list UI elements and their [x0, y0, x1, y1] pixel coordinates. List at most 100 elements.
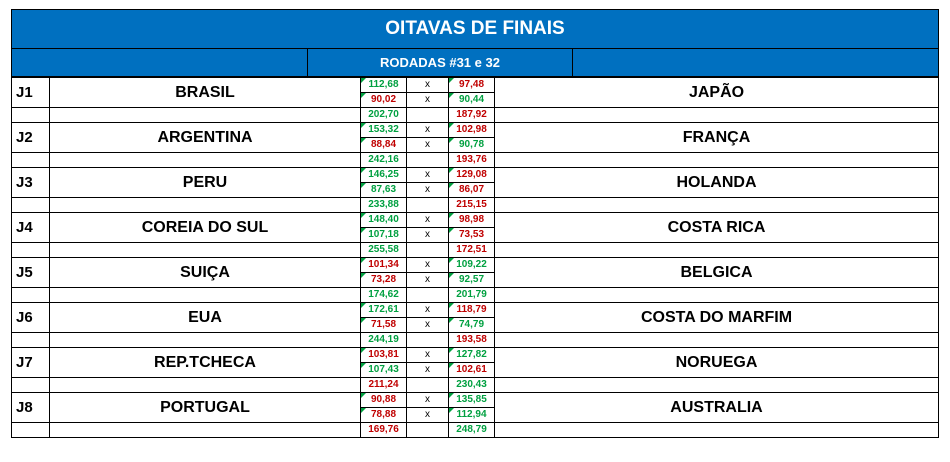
- home-team: PORTUGAL: [49, 392, 361, 423]
- page-title: OITAVAS DE FINAIS: [11, 9, 939, 49]
- match-total-row: 169,76 248,79: [11, 422, 939, 438]
- home-total: 211,24: [360, 377, 407, 393]
- match-row-round2: 88,84 x 90,78: [12, 137, 939, 153]
- away-total: 215,15: [448, 197, 495, 213]
- match-row: J1 BRASIL 112,68 x 97,48 JAPÃO: [11, 77, 939, 108]
- home-score-round2: 107,18: [360, 227, 407, 243]
- away-score-round2: 90,44: [448, 92, 495, 108]
- home-score-round1: 101,34: [360, 257, 407, 273]
- home-total: 244,19: [360, 332, 407, 348]
- versus-mark: x: [406, 227, 449, 243]
- match-row: J3 PERU 146,25 x 129,08 HOLANDA: [11, 167, 939, 198]
- versus-mark: x: [406, 182, 449, 198]
- away-score-round1: 118,79: [448, 302, 495, 318]
- match-row-round2: 71,58 x 74,79: [12, 317, 939, 333]
- away-total: 248,79: [448, 422, 495, 438]
- versus-mark: x: [406, 77, 449, 93]
- home-score-round2: 107,43: [360, 362, 407, 378]
- away-team: COSTA RICA: [494, 212, 939, 243]
- blank-cell: [406, 152, 449, 168]
- match-id: J6: [11, 302, 50, 333]
- home-team: BRASIL: [49, 77, 361, 108]
- match-id: J4: [11, 212, 50, 243]
- blank-cell: [406, 242, 449, 258]
- blank-cell: [11, 377, 50, 393]
- blank-cell: [494, 332, 939, 348]
- versus-mark: x: [406, 407, 449, 423]
- match-row: J4 COREIA DO SUL 148,40 x 98,98 COSTA RICA: [11, 212, 939, 243]
- match-row: J8 PORTUGAL 90,88 x 135,85 AUSTRALIA: [11, 392, 939, 423]
- home-total: 169,76: [360, 422, 407, 438]
- versus-mark: x: [406, 257, 449, 273]
- match-id: J3: [11, 167, 50, 198]
- home-team: REP.TCHECA: [49, 347, 361, 378]
- blank-cell: [49, 287, 361, 303]
- versus-mark: x: [406, 122, 449, 138]
- blank-cell: [11, 197, 50, 213]
- match-total-row: 242,16 193,76: [11, 152, 939, 168]
- match-id: J5: [11, 257, 50, 288]
- away-team: NORUEGA: [494, 347, 939, 378]
- blank-cell: [406, 377, 449, 393]
- home-score-round2: 71,58: [360, 317, 407, 333]
- home-team: PERU: [49, 167, 361, 198]
- home-score-round1: 146,25: [360, 167, 407, 183]
- home-team: ARGENTINA: [49, 122, 361, 153]
- away-score-round1: 129,08: [448, 167, 495, 183]
- home-total: 255,58: [360, 242, 407, 258]
- away-team: JAPÃO: [494, 77, 939, 108]
- versus-mark: x: [406, 302, 449, 318]
- away-score-round1: 102,98: [448, 122, 495, 138]
- versus-mark: x: [406, 392, 449, 408]
- match-row-round2: 90,02 x 90,44: [12, 92, 939, 108]
- bracket-sheet: OITAVAS DE FINAIS RODADAS #31 e 32 J1 BRA…: [11, 9, 939, 438]
- away-total: 172,51: [448, 242, 495, 258]
- subtitle-row: RODADAS #31 e 32: [11, 49, 939, 77]
- blank-cell: [406, 287, 449, 303]
- home-score-round1: 172,61: [360, 302, 407, 318]
- blank-cell: [49, 107, 361, 123]
- away-total: 230,43: [448, 377, 495, 393]
- blank-cell: [49, 422, 361, 438]
- versus-mark: x: [406, 317, 449, 333]
- blank-cell: [49, 197, 361, 213]
- blank-cell: [49, 242, 361, 258]
- home-score-round2: 87,63: [360, 182, 407, 198]
- match-id: J7: [11, 347, 50, 378]
- matches-table: J1 BRASIL 112,68 x 97,48 JAPÃO 90,02 x 90,44 202,…: [11, 77, 939, 438]
- home-team: SUIÇA: [49, 257, 361, 288]
- blank-cell: [49, 152, 361, 168]
- blank-cell: [406, 422, 449, 438]
- home-total: 242,16: [360, 152, 407, 168]
- away-team: AUSTRALIA: [494, 392, 939, 423]
- away-score-round1: 97,48: [448, 77, 495, 93]
- away-score-round1: 127,82: [448, 347, 495, 363]
- match-row: J5 SUIÇA 101,34 x 109,22 BELGICA: [11, 257, 939, 288]
- away-score-round2: 90,78: [448, 137, 495, 153]
- versus-mark: x: [406, 167, 449, 183]
- match-row-round2: 107,18 x 73,53: [12, 227, 939, 243]
- match-id: J8: [11, 392, 50, 423]
- match-row: J6 EUA 172,61 x 118,79 COSTA DO MARFIM: [11, 302, 939, 333]
- away-total: 193,76: [448, 152, 495, 168]
- match-row-round2: 87,63 x 86,07: [12, 182, 939, 198]
- blank-cell: [11, 152, 50, 168]
- versus-mark: x: [406, 347, 449, 363]
- match-id: J1: [11, 77, 50, 108]
- match-total-row: 255,58 172,51: [11, 242, 939, 258]
- match-row-round2: 78,88 x 112,94: [12, 407, 939, 423]
- home-score-round1: 153,32: [360, 122, 407, 138]
- away-team: BELGICA: [494, 257, 939, 288]
- away-score-round1: 109,22: [448, 257, 495, 273]
- blank-cell: [11, 422, 50, 438]
- home-score-round2: 90,02: [360, 92, 407, 108]
- home-score-round1: 103,81: [360, 347, 407, 363]
- match-row: J7 REP.TCHECA 103,81 x 127,82 NORUEGA: [11, 347, 939, 378]
- blank-cell: [11, 107, 50, 123]
- blank-cell: [406, 197, 449, 213]
- blank-cell: [494, 107, 939, 123]
- blank-cell: [494, 242, 939, 258]
- away-team: HOLANDA: [494, 167, 939, 198]
- home-score-round2: 88,84: [360, 137, 407, 153]
- away-total: 187,92: [448, 107, 495, 123]
